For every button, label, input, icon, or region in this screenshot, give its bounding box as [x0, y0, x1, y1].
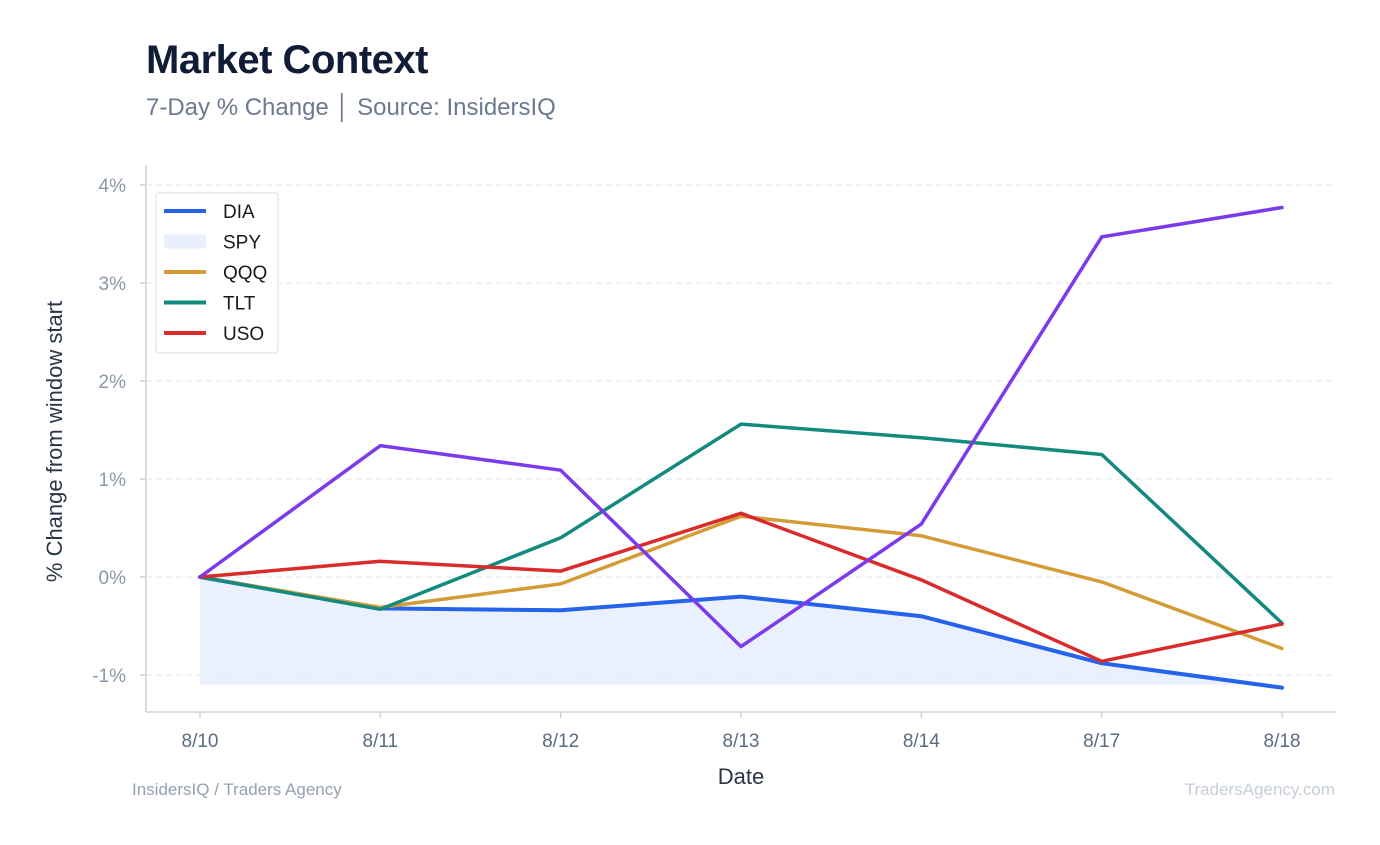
x-tick-label: 8/18 [1264, 731, 1301, 752]
series-line-uso [198, 511, 1284, 664]
y-tick-label: 4% [99, 176, 127, 197]
y-tick-label: 2% [99, 372, 127, 393]
x-tick-label: 8/14 [903, 731, 940, 752]
y-axis-title: % Change from window start [42, 301, 67, 582]
x-tick-label: 8/10 [182, 731, 219, 752]
x-tick-label: 8/13 [723, 731, 760, 752]
legend-label-uso: USO [223, 324, 264, 345]
footer-credit: InsidersIQ / Traders Agency [132, 780, 342, 799]
series-lines [198, 205, 1284, 690]
tick-labels: -1% 0% 1% 2% 3% 4% 8/10 8/11 8/12 8/13 8/14 8/17 8/1… [42, 176, 1300, 789]
series-line-tlt [198, 422, 1284, 625]
area-layer [200, 577, 1282, 688]
legend-label-spy: SPY [223, 233, 261, 254]
x-tick-label: 8/17 [1083, 731, 1120, 752]
series-line-qqq [198, 514, 1284, 651]
x-tick-label: 8/11 [363, 731, 399, 752]
y-tick-label: 1% [99, 470, 127, 491]
legend-swatch-spy [164, 234, 206, 249]
series-area-spy [200, 577, 1282, 688]
series-line-unlabeled [198, 205, 1284, 649]
footer-website: TradersAgency.com [1184, 780, 1335, 799]
legend-label-dia: DIA [223, 202, 255, 223]
legend: DIA SPY QQQ TLT USO [155, 192, 279, 354]
chart-title: Market Context [146, 38, 428, 82]
axes [140, 165, 1336, 718]
x-axis-title: Date [718, 764, 764, 789]
legend-label-qqq: QQQ [223, 263, 267, 284]
y-tick-label: 3% [99, 274, 127, 295]
y-tick-label: 0% [99, 568, 127, 589]
legend-label-tlt: TLT [223, 294, 256, 315]
x-tick-label: 8/12 [542, 731, 579, 752]
chart-subtitle: 7-Day % Change │ Source: InsidersIQ [146, 94, 556, 121]
y-tick-label: -1% [92, 666, 126, 687]
legend-box [155, 192, 279, 354]
